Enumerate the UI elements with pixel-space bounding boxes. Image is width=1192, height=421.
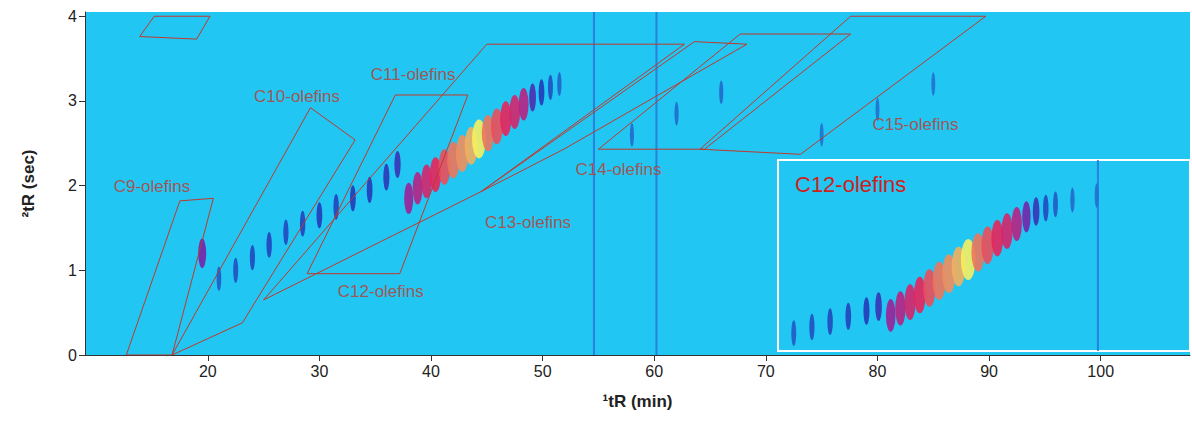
svg-text:100: 100 (1087, 363, 1114, 380)
svg-text:30: 30 (310, 363, 328, 380)
svg-text:2: 2 (68, 177, 77, 194)
svg-text:80: 80 (869, 363, 887, 380)
svg-text:60: 60 (645, 363, 663, 380)
svg-text:70: 70 (757, 363, 775, 380)
svg-text:4: 4 (68, 8, 77, 25)
svg-text:C9-olefins: C9-olefins (114, 177, 191, 196)
svg-text:C15-olefins: C15-olefins (872, 115, 958, 134)
svg-text:C13-olefins: C13-olefins (485, 213, 571, 232)
svg-text:C10-olefins: C10-olefins (254, 87, 340, 106)
svg-text:40: 40 (422, 363, 440, 380)
svg-text:1: 1 (68, 262, 77, 279)
svg-text:C11-olefins: C11-olefins (371, 65, 456, 84)
svg-text:C12-olefins: C12-olefins (795, 172, 906, 197)
svg-text:20: 20 (199, 363, 217, 380)
svg-text:3: 3 (68, 92, 77, 109)
svg-text:¹tR (min): ¹tR (min) (603, 392, 673, 411)
svg-text:90: 90 (980, 363, 998, 380)
svg-text:C12-olefins: C12-olefins (338, 282, 424, 301)
svg-text:²tR (sec): ²tR (sec) (19, 149, 38, 217)
svg-text:C14-olefins: C14-olefins (576, 160, 662, 179)
svg-text:0: 0 (68, 347, 77, 364)
svg-text:50: 50 (534, 363, 552, 380)
